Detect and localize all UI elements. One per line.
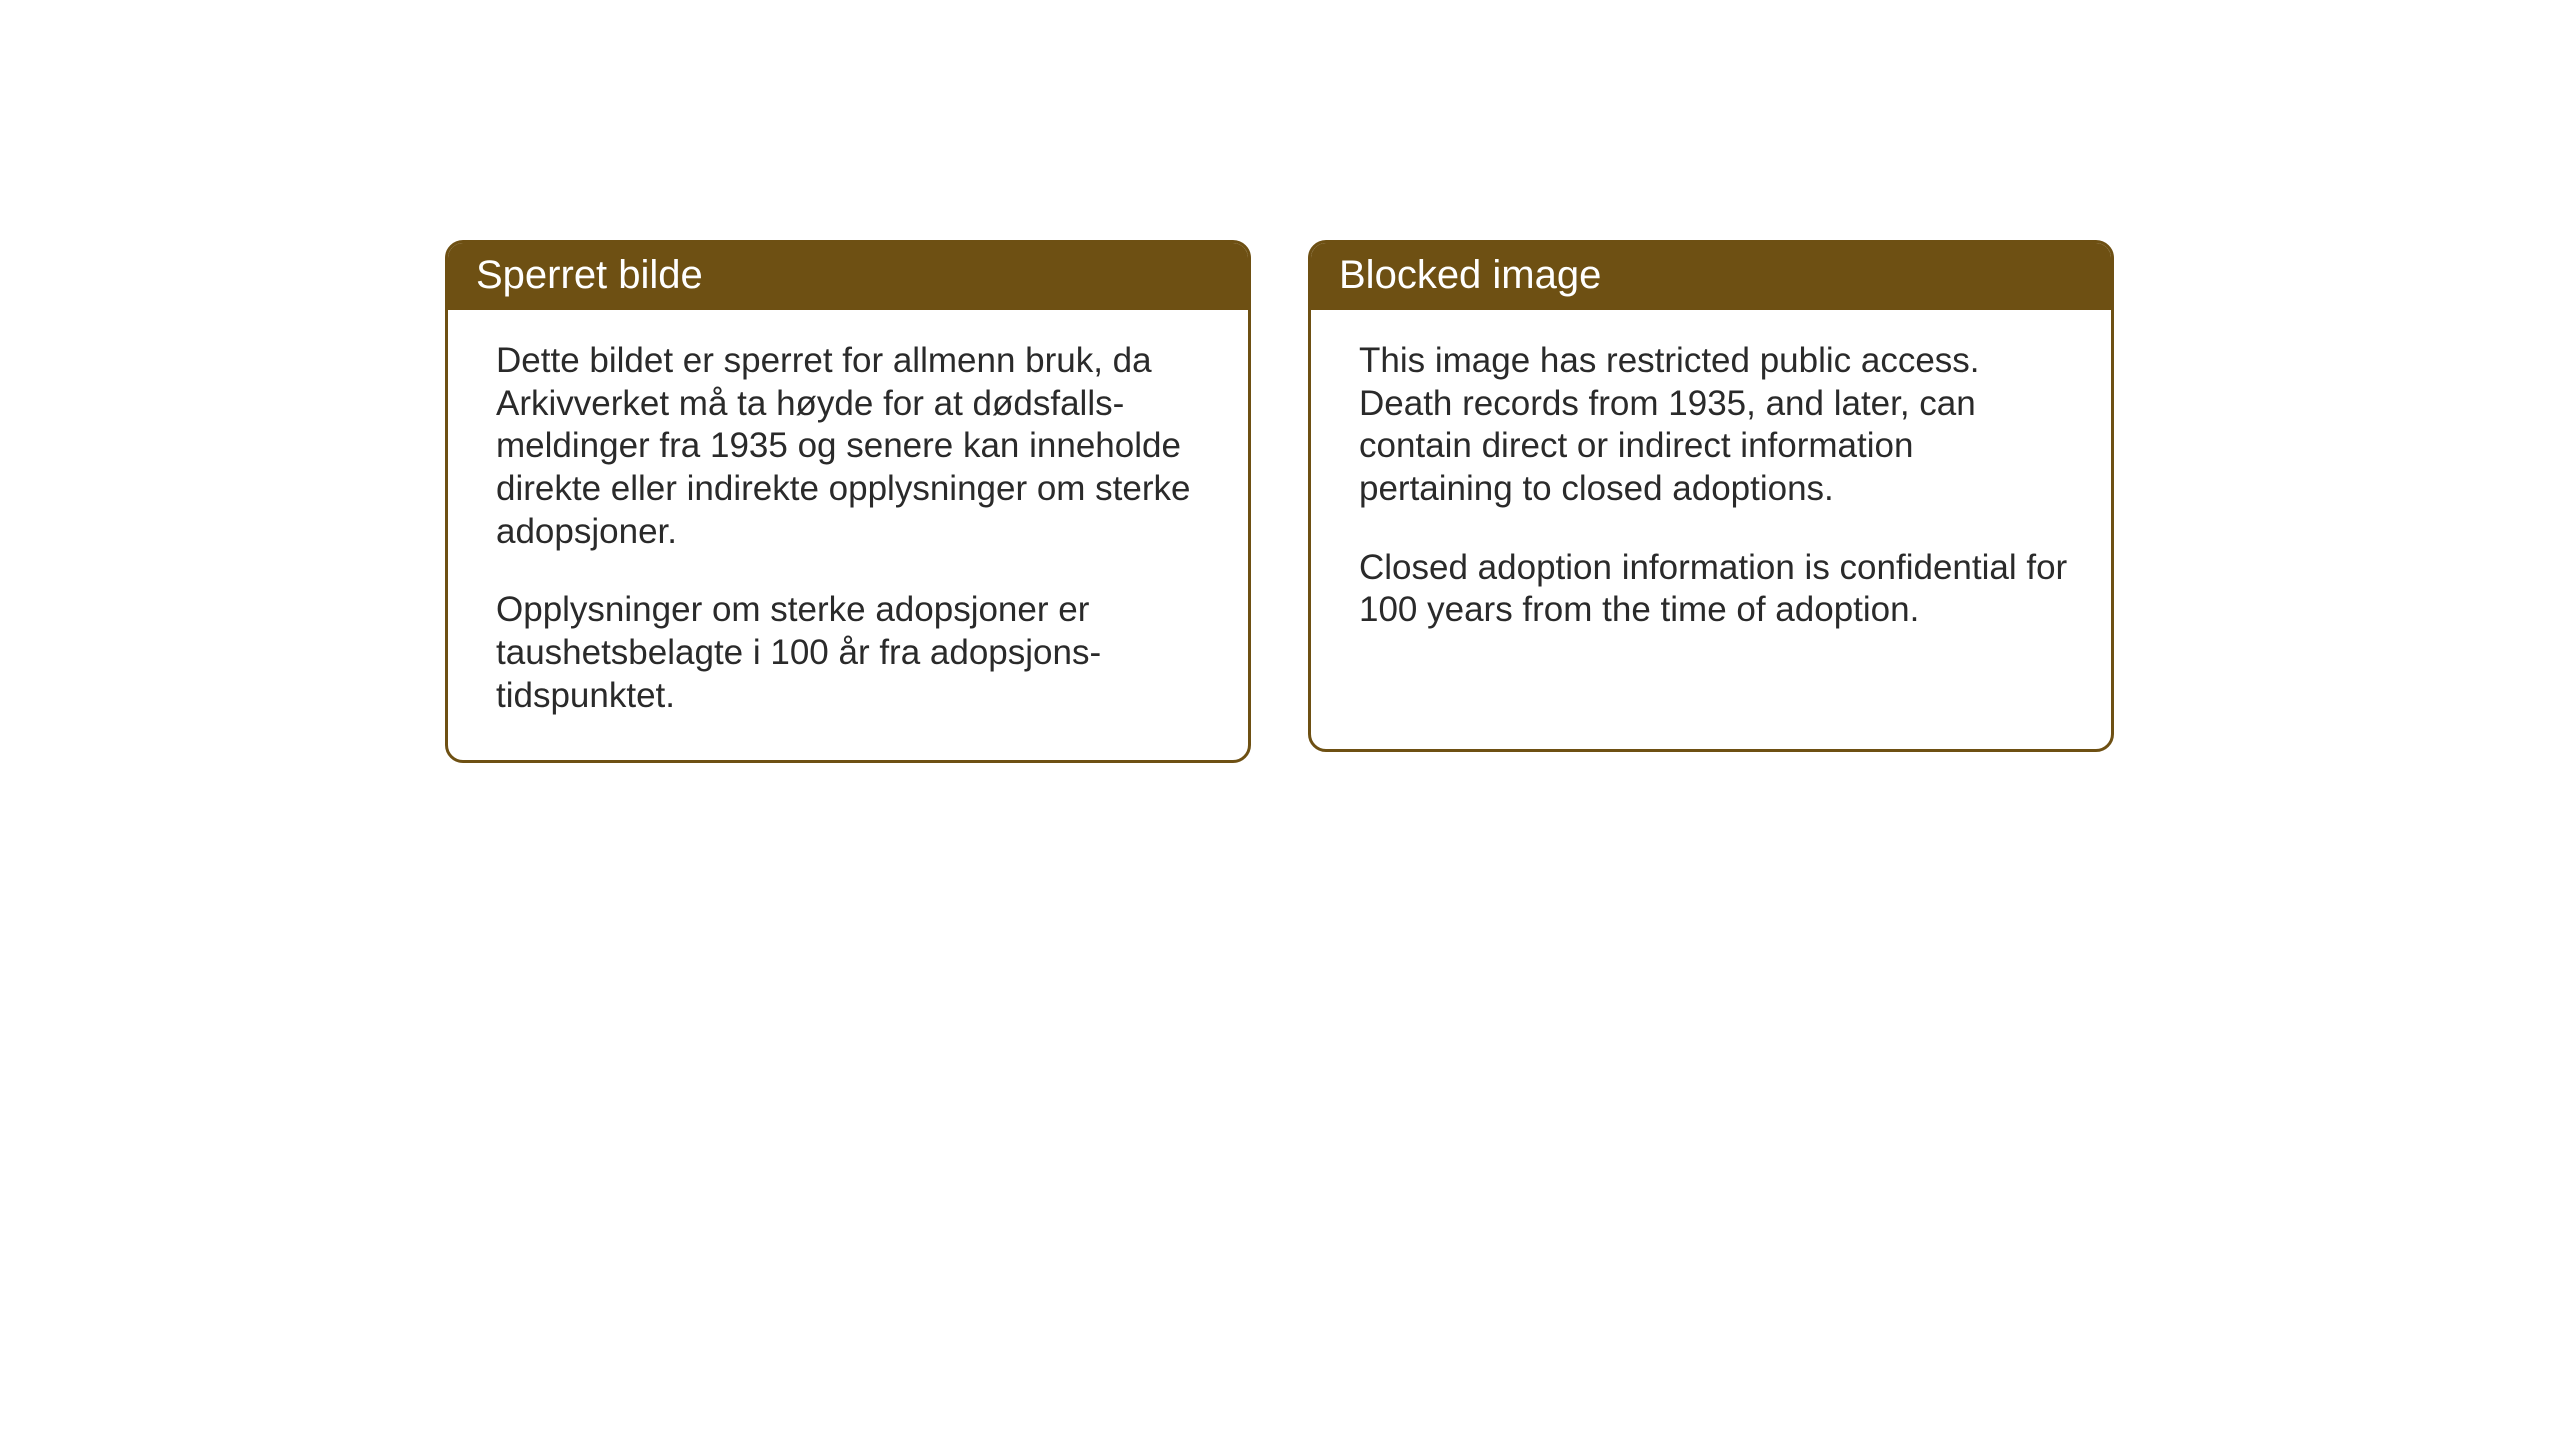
notice-para1-english: This image has restricted public access.… xyxy=(1359,340,2069,511)
notice-header-english: Blocked image xyxy=(1311,243,2111,310)
notice-body-norwegian: Dette bildet er sperret for allmenn bruk… xyxy=(448,310,1248,760)
notice-box-norwegian: Sperret bilde Dette bildet er sperret fo… xyxy=(445,240,1251,763)
notice-para2-norwegian: Opplysninger om sterke adopsjoner er tau… xyxy=(496,589,1206,717)
notice-title-english: Blocked image xyxy=(1339,253,1601,297)
notice-body-english: This image has restricted public access.… xyxy=(1311,310,2111,674)
notice-para1-norwegian: Dette bildet er sperret for allmenn bruk… xyxy=(496,340,1206,553)
notice-para2-english: Closed adoption information is confident… xyxy=(1359,547,2069,632)
notice-title-norwegian: Sperret bilde xyxy=(476,253,703,297)
notice-header-norwegian: Sperret bilde xyxy=(448,243,1248,310)
notice-box-english: Blocked image This image has restricted … xyxy=(1308,240,2114,752)
notice-container: Sperret bilde Dette bildet er sperret fo… xyxy=(445,240,2114,763)
